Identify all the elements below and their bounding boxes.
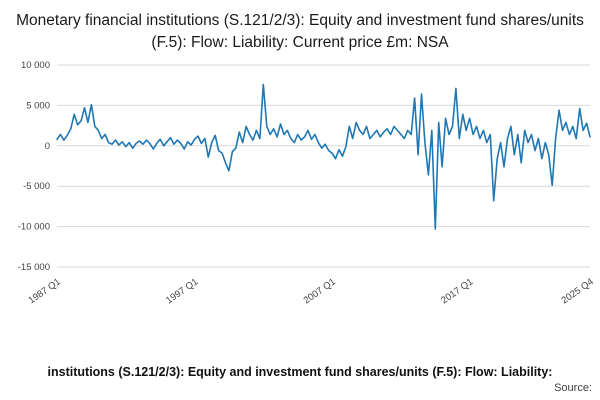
source-label: Source: bbox=[554, 382, 592, 394]
footer-caption-text: institutions (S.121/2/3): Equity and inv… bbox=[47, 365, 553, 379]
y-tick-label: -5 000 bbox=[23, 182, 50, 193]
y-tick-label: -15 000 bbox=[18, 262, 50, 273]
line-chart-svg: 10 000 5 000 0 -5 000 -10 000 -15 000 1987 Q1 1… bbox=[18, 60, 596, 307]
footer-caption: institutions (S.121/2/3): Equity and inv… bbox=[0, 365, 600, 379]
y-tick-label: 5 000 bbox=[26, 101, 50, 112]
x-tick-label: 2025 Q4 bbox=[560, 277, 596, 307]
x-tick-label: 1997 Q1 bbox=[164, 277, 200, 307]
y-tick-label: 10 000 bbox=[21, 60, 50, 71]
x-tick-label: 2017 Q1 bbox=[439, 277, 475, 307]
y-tick-label: 0 bbox=[45, 141, 50, 152]
chart-footer: institutions (S.121/2/3): Equity and inv… bbox=[0, 365, 600, 400]
data-series-line bbox=[56, 83, 591, 231]
x-tick-label: 1987 Q1 bbox=[27, 277, 63, 307]
line-chart: 10 000 5 000 0 -5 000 -10 000 -15 000 1987 Q1 1… bbox=[0, 55, 600, 307]
chart-title: Monetary financial institutions (S.121/2… bbox=[16, 12, 584, 51]
y-tick-label: -10 000 bbox=[18, 222, 50, 233]
x-tick-label: 2007 Q1 bbox=[302, 277, 338, 307]
